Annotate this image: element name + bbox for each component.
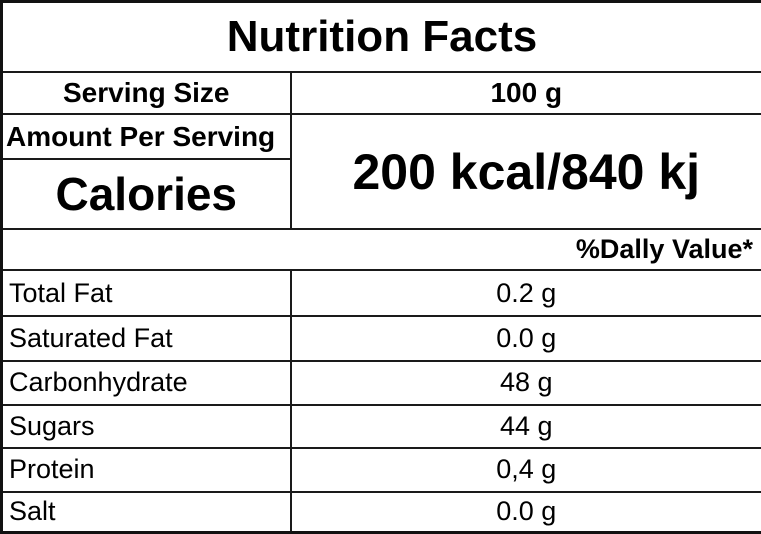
nutrient-label-saturated-fat: Saturated Fat	[0, 315, 292, 363]
nutrient-value-salt: 0.0 g	[289, 490, 761, 534]
calories-row: Calories	[0, 158, 761, 231]
nutrient-label-salt: Salt	[0, 490, 292, 534]
table-row: Sugars 44 g	[0, 403, 761, 449]
table-row: Carbonhydrate 48 g	[0, 360, 761, 406]
serving-size-row: Serving Size 100 g	[0, 70, 761, 116]
nutrient-value-saturated-fat: 0.0 g	[289, 315, 761, 363]
serving-size-value: 100 g	[289, 70, 761, 116]
calories-value: 200 kcal/840 kj	[289, 113, 761, 231]
nutrient-label-total-fat: Total Fat	[0, 269, 292, 318]
amount-per-serving-label: Amount Per Serving	[0, 113, 292, 161]
table-row: Protein 0,4 g	[0, 446, 761, 493]
daily-value-header: %Dally Value*	[0, 228, 761, 272]
nutrient-label-protein: Protein	[0, 446, 292, 493]
nutrient-value-protein: 0,4 g	[289, 446, 761, 493]
table-row: Saturated Fat 0.0 g	[0, 315, 761, 363]
table-row: Total Fat 0.2 g	[0, 269, 761, 318]
table-title: Nutrition Facts	[0, 0, 761, 73]
table-row: Salt 0.0 g	[0, 490, 761, 534]
calories-label: Calories	[0, 158, 292, 231]
nutrient-value-sugars: 44 g	[289, 403, 761, 449]
amount-per-serving-row: Amount Per Serving 200 kcal/840 kj	[0, 113, 761, 231]
nutrient-value-carbonhydrate: 48 g	[289, 360, 761, 406]
daily-value-header-row: %Dally Value*	[0, 228, 761, 272]
nutrient-value-total-fat: 0.2 g	[289, 269, 761, 318]
nutrient-label-carbonhydrate: Carbonhydrate	[0, 360, 292, 406]
title-row: Nutrition Facts	[0, 0, 761, 73]
nutrient-label-sugars: Sugars	[0, 403, 292, 449]
serving-size-label: Serving Size	[0, 70, 292, 116]
